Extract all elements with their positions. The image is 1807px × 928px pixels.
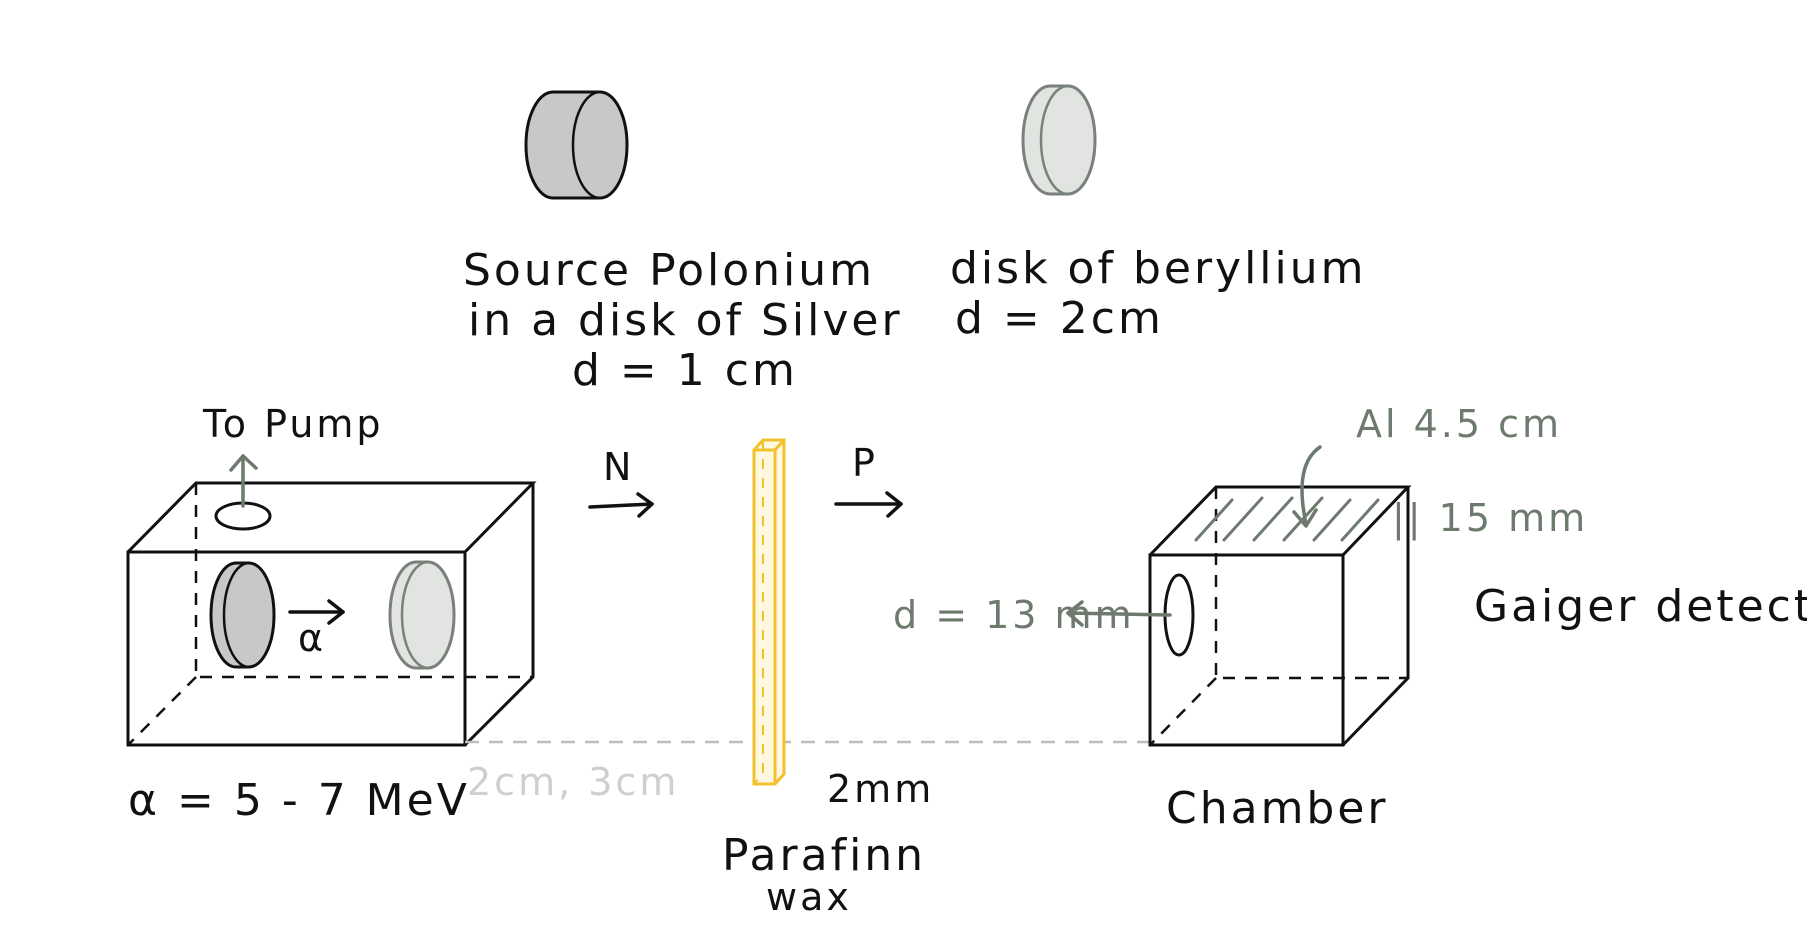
al-window-label: Al 4.5 cm bbox=[1356, 402, 1562, 446]
paraffin-slab bbox=[752, 438, 786, 786]
polonium-disk bbox=[209, 561, 276, 669]
proton-label: P bbox=[852, 441, 878, 485]
pump-port bbox=[214, 454, 272, 531]
alpha-label: α bbox=[298, 616, 326, 660]
window-diameter-label: d = 13 mm bbox=[893, 593, 1135, 637]
beryllium-diameter-label: d = 2cm bbox=[955, 293, 1164, 344]
al-arrow bbox=[1292, 445, 1322, 528]
chamber-label: Chamber bbox=[1166, 783, 1389, 834]
polonium-disk-legend bbox=[524, 90, 629, 200]
proton-arrow bbox=[834, 491, 903, 518]
beryllium-disk bbox=[388, 560, 456, 670]
alpha-energy-label: α = 5 - 7 MeV bbox=[128, 775, 470, 826]
window-height-label: || 15 mm bbox=[1392, 496, 1588, 541]
beryllium-disk-legend bbox=[1021, 84, 1097, 196]
neutron-label: N bbox=[603, 445, 634, 489]
vacuum-box bbox=[126, 481, 537, 747]
paraffin-label-line2: wax bbox=[766, 875, 852, 919]
paraffin-label-line1: Parafinn bbox=[722, 830, 926, 881]
window-diameter-arrow bbox=[1066, 600, 1172, 627]
to-pump-label: To Pump bbox=[202, 402, 384, 446]
al-window-hatching bbox=[1194, 496, 1380, 542]
source-diameter-label: d = 1 cm bbox=[572, 345, 798, 396]
detector-chamber bbox=[1148, 485, 1412, 747]
neutron-arrow bbox=[588, 492, 654, 518]
alpha-arrow bbox=[288, 599, 345, 625]
distance-label: 2cm, 3cm bbox=[467, 760, 679, 804]
beryllium-label-line1: disk of beryllium bbox=[950, 243, 1367, 294]
source-label-line1: Source Polonium bbox=[463, 245, 875, 296]
detector-label: Gaiger detector bbox=[1474, 581, 1807, 632]
paraffin-thickness-label: 2mm bbox=[827, 767, 934, 811]
source-label-line2: in a disk of Silver bbox=[468, 295, 903, 346]
